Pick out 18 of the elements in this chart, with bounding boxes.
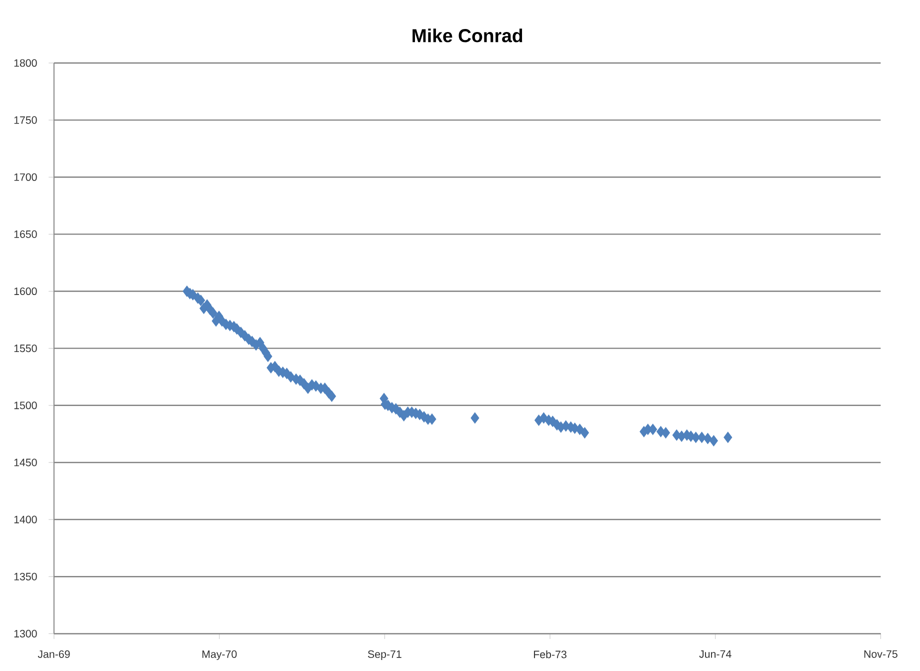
x-tick-label: Feb-73: [534, 650, 566, 658]
x-tick-label: Nov-75: [864, 650, 898, 658]
y-tick-label: 1550: [14, 344, 37, 352]
x-tick-label: Jun-74: [699, 650, 732, 658]
y-tick-label: 1500: [14, 402, 37, 410]
y-tick-label: 1800: [14, 59, 37, 67]
y-tick-label: 1450: [14, 458, 37, 466]
y-tick-label: 1300: [14, 630, 37, 638]
y-tick-label: 1600: [14, 287, 37, 296]
y-tick-label: 1400: [14, 516, 37, 524]
chart-title: Mike Conrad: [412, 28, 522, 42]
x-tick-label: Jan-69: [38, 650, 70, 658]
x-tick-label: May-70: [202, 650, 237, 660]
x-tick-label: Sep-71: [368, 650, 402, 660]
y-tick-label: 1750: [14, 116, 37, 124]
y-tick-label: 1650: [14, 230, 37, 238]
y-tick-label: 1700: [14, 173, 37, 181]
y-tick-label: 1350: [14, 572, 37, 580]
